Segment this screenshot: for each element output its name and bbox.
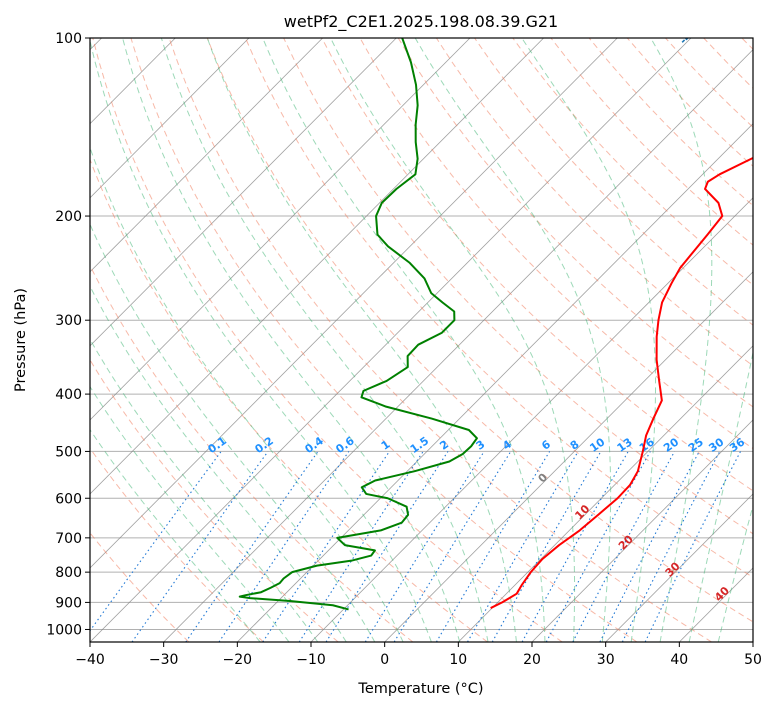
dry-adiabat-line [206,38,753,623]
isotherm-line [90,38,471,421]
dry-adiabat-line [321,38,753,492]
moist-adiabat-line [521,38,657,642]
sounding-profiles [238,38,753,611]
axes: −40 −30 −20 −10 0 10 20 30 40 50 100 200 300 400 500 60… [46,31,762,668]
dry-adiabat-line [283,38,753,535]
isotherm-line [90,38,544,495]
x-tick-label: 50 [744,652,762,668]
mixing-ratio-line [185,451,319,642]
x-tick-label: −40 [75,652,105,668]
y-tick-label: 400 [55,387,82,403]
isotherm-line [531,419,753,642]
y-tick-label: 700 [55,531,82,547]
moist-adiabat-line [650,38,713,642]
chart-title: wetPf2_C2E1.2025.198.08.39.G21 [284,12,558,32]
x-tick-label: 0 [380,652,389,668]
isotherm-line [310,197,753,642]
dewpoint-profile-line [238,38,478,611]
isotherm-line [90,38,618,569]
temperature-profile-line [490,156,753,609]
dry-adiabat-line [90,264,414,642]
moist-adiabat-line [90,285,347,642]
moist-adiabat-line [122,38,461,642]
moist-adiabat-line [90,428,261,642]
x-axis-title: Temperature (°C) [357,681,483,697]
moist-adiabat-line [160,38,489,642]
x-tick-label: 30 [597,652,615,668]
y-tick-label: 1000 [46,623,82,639]
mixing-ratio-line [131,451,269,642]
x-tick-label: −20 [223,652,253,668]
isotherm-label: -40 [677,24,700,47]
moist-adiabat-line [688,350,753,642]
mixing-ratio-line [262,451,390,642]
x-tick-label: 10 [449,652,467,668]
y-tick-label: 500 [55,444,82,460]
isotherm-line [458,345,753,642]
isotherm-line [237,123,753,642]
moist-adiabat-line [206,38,517,642]
dry-adiabat-line [474,38,753,326]
isotherm-line [605,493,753,642]
dry-adiabat-line [512,38,753,286]
y-tick-label: 300 [55,313,82,329]
y-tick-label: 900 [55,595,82,611]
mixing-ratio-line [572,451,676,642]
mixing-ratio-line [298,451,424,642]
y-tick-label: 600 [55,491,82,507]
background-lines [90,38,753,642]
x-tick-label: 40 [670,652,688,668]
dry-adiabat-line [90,447,264,642]
x-tick-label: 20 [523,652,541,668]
y-axis-title: Pressure (hPa) [13,288,29,392]
plot-frame [89,37,754,643]
moist-adiabat-line [262,38,546,642]
isotherm-line [163,49,753,642]
dry-adiabat-line [168,38,712,642]
mixing-ratio-line [364,451,485,642]
mixing-ratio-line [545,451,651,642]
isotherm-line [384,271,753,642]
moist-adiabat-line [414,38,612,642]
y-tick-label: 200 [55,209,82,225]
mixing-ratio-line [218,451,350,642]
moist-adiabat-line [90,385,290,642]
moist-adiabat-line [90,223,376,642]
y-tick-label: 100 [55,31,82,47]
x-tick-label: −10 [296,652,326,668]
isotherm-line [90,38,692,642]
mixing-ratio-line [325,451,449,642]
mixing-ratio-line [393,451,512,642]
x-tick-label: −30 [149,652,179,668]
moist-adiabat-line [330,38,576,642]
moist-adiabat-line [717,503,753,642]
dry-adiabat-line [245,38,753,578]
mixing-ratio-line [435,451,551,642]
y-tick-label: 800 [55,565,82,581]
mixing-ratio-line [644,451,742,642]
isotherm-line [90,38,250,199]
isotherm-line [90,38,323,273]
moist-adiabat-line [90,146,404,642]
moist-adiabat-line [90,38,432,642]
